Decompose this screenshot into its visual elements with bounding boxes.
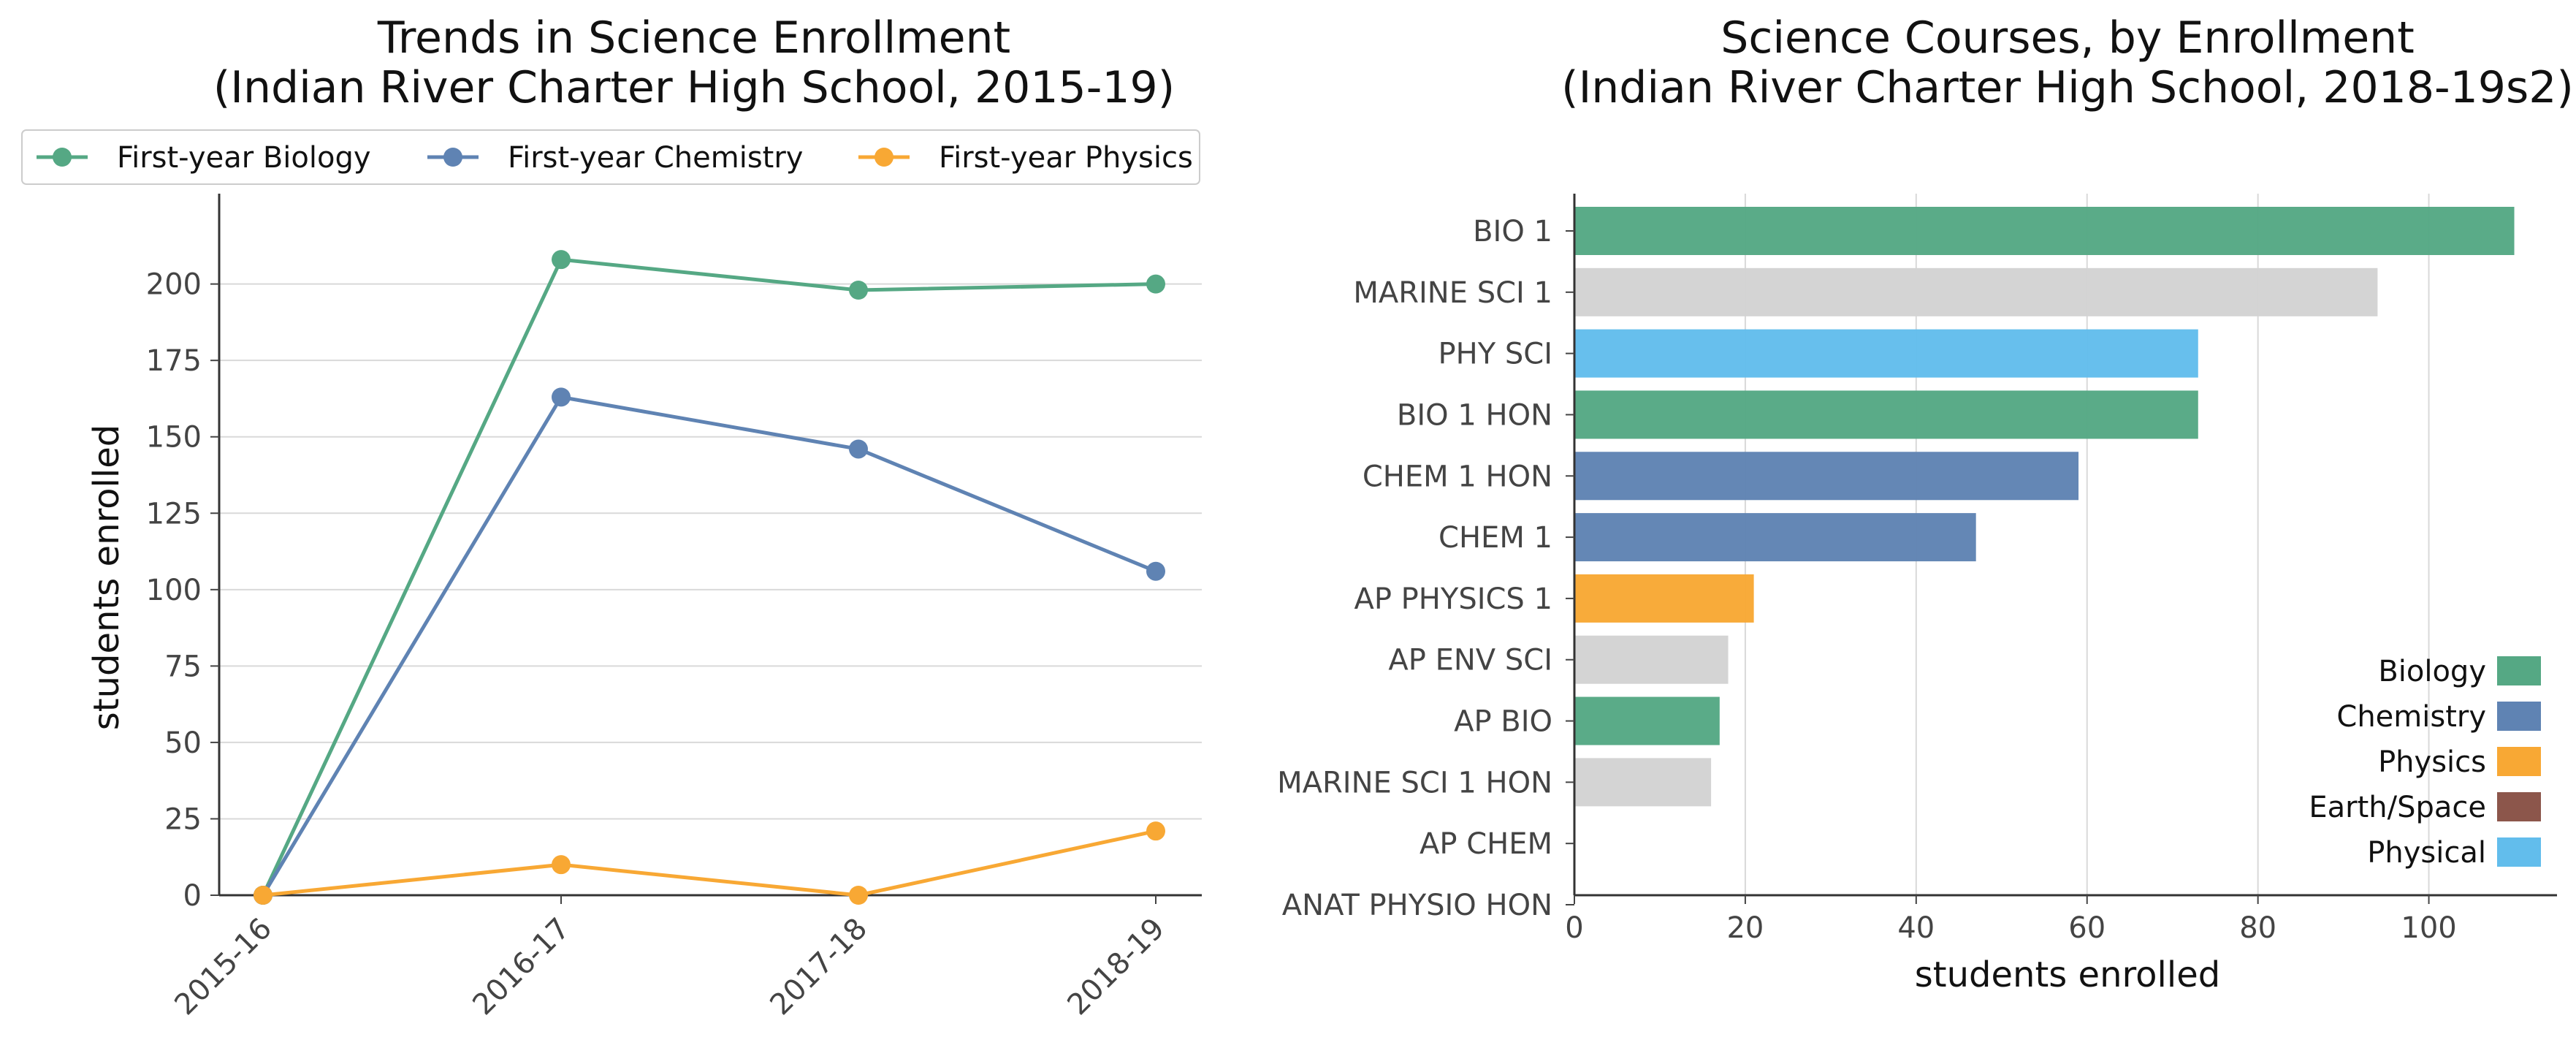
legend-swatch-marker: [443, 148, 462, 167]
series-point: [849, 886, 868, 905]
right-x-tick-label: 20: [1726, 911, 1764, 945]
bar-category-label: PHY SCI: [1438, 338, 1552, 371]
bar: [1574, 696, 1720, 745]
series-point: [254, 886, 273, 905]
legend-swatch: [2497, 792, 2541, 821]
legend-label: Physical: [2367, 836, 2486, 870]
right-axes: [1573, 194, 2557, 897]
right-bars: [1574, 207, 2515, 807]
bar: [1574, 513, 1976, 562]
left-y-axis-label: students enrolled: [86, 425, 127, 730]
right-x-axis-label: students enrolled: [1915, 954, 2220, 995]
bar: [1574, 329, 2198, 378]
series-line: [261, 395, 1156, 897]
series-point: [1146, 274, 1165, 294]
right-legend: Biology Chemistry Physics Earth/Space Physic…: [2309, 655, 2541, 870]
left-legend: First-year Biology First-year Chemistry Fi…: [21, 129, 1200, 185]
left-x-ticks: 2015-16 2016-17 2017-18 2018-19: [168, 895, 1171, 1022]
left-y-tick-label: 100: [146, 574, 202, 607]
series-point: [1146, 821, 1165, 841]
right-x-tick-label: 80: [2239, 911, 2276, 945]
bar-category-label: CHEM 1: [1438, 521, 1552, 555]
series-line: [261, 257, 1156, 897]
bar: [1574, 390, 2198, 439]
left-y-tick-label: 25: [164, 802, 202, 836]
right-y-ticks: BIO 1 MARINE SCI 1 PHY SCI BIO 1 HON CHEM 1 …: [1277, 215, 1574, 922]
bar: [1574, 452, 2079, 501]
legend-swatch-marker: [874, 148, 893, 167]
bar-category-label: AP CHEM: [1420, 827, 1552, 861]
legend-swatch: [2497, 702, 2541, 731]
legend-label: First-year Chemistry: [508, 141, 803, 175]
bar-category-label: AP PHYSICS 1: [1354, 582, 1552, 616]
left-y-tick-label: 75: [164, 650, 202, 683]
bar: [1574, 267, 2378, 316]
bar-category-label: BIO 1: [1473, 215, 1552, 248]
bar-category-label: CHEM 1 HON: [1363, 460, 1552, 493]
right-x-tick-label: 0: [1565, 911, 1583, 945]
bar: [1574, 758, 1712, 807]
left-gridlines: [219, 283, 1202, 820]
legend-label: First-year Biology: [117, 141, 371, 175]
left-y-tick-label: 150: [146, 421, 202, 455]
left-y-ticks: 0 25 50 75 100 125 150 175 200: [146, 268, 219, 913]
right-x-tick-label: 100: [2401, 911, 2456, 945]
series-point: [849, 281, 868, 300]
right-x-ticks: 0 20 40 60 80 100: [1565, 895, 2457, 945]
legend-label: First-year Physics: [939, 141, 1193, 175]
left-y-tick-label: 175: [146, 344, 202, 378]
bar-category-label: MARINE SCI 1: [1353, 276, 1552, 310]
legend-label: Physics: [2378, 745, 2486, 779]
left-axes: [218, 194, 1202, 897]
left-x-tick-label: 2018-19: [1061, 912, 1171, 1022]
series-point: [1146, 561, 1165, 581]
right-x-tick-label: 60: [2068, 911, 2106, 945]
left-series: [254, 250, 1165, 905]
legend-swatch: [2497, 747, 2541, 776]
series-point: [552, 250, 571, 270]
left-chart-subtitle: (Indian River Charter High School, 2015-…: [213, 62, 1175, 113]
bar: [1574, 574, 1754, 623]
left-y-tick-label: 200: [146, 268, 202, 302]
left-y-tick-label: 0: [183, 879, 202, 913]
series-point: [849, 439, 868, 459]
bar-category-label: MARINE SCI 1 HON: [1277, 766, 1552, 799]
left-chart-title: Trends in Science Enrollment: [377, 12, 1010, 64]
bar: [1574, 635, 1729, 684]
left-x-tick-label: 2017-18: [763, 912, 874, 1022]
legend-label: Biology: [2378, 655, 2486, 688]
left-legend-box: [21, 129, 1200, 185]
legend-label: Earth/Space: [2309, 791, 2486, 824]
left-y-tick-label: 125: [146, 497, 202, 531]
series-line: [262, 829, 1156, 897]
left-x-tick-label: 2016-17: [466, 912, 576, 1022]
bar-category-label: AP ENV SCI: [1388, 644, 1552, 677]
legend-swatch-marker: [53, 148, 72, 167]
bar-category-label: ANAT PHYSIO HON: [1282, 889, 1552, 922]
bar-category-label: AP BIO: [1454, 705, 1552, 739]
left-x-tick-label: 2015-16: [168, 912, 278, 1022]
legend-swatch: [2497, 837, 2541, 867]
legend-label: Chemistry: [2336, 700, 2486, 734]
right-x-tick-label: 40: [1897, 911, 1935, 945]
left-y-tick-label: 50: [164, 726, 202, 760]
series-point: [552, 855, 571, 875]
bar: [1574, 207, 2515, 255]
right-chart-subtitle: (Indian River Charter High School, 2018-…: [1561, 62, 2574, 113]
series-point: [552, 387, 571, 407]
legend-swatch: [2497, 656, 2541, 685]
right-chart-title: Science Courses, by Enrollment: [1720, 12, 2414, 64]
bar-category-label: BIO 1 HON: [1397, 398, 1552, 432]
